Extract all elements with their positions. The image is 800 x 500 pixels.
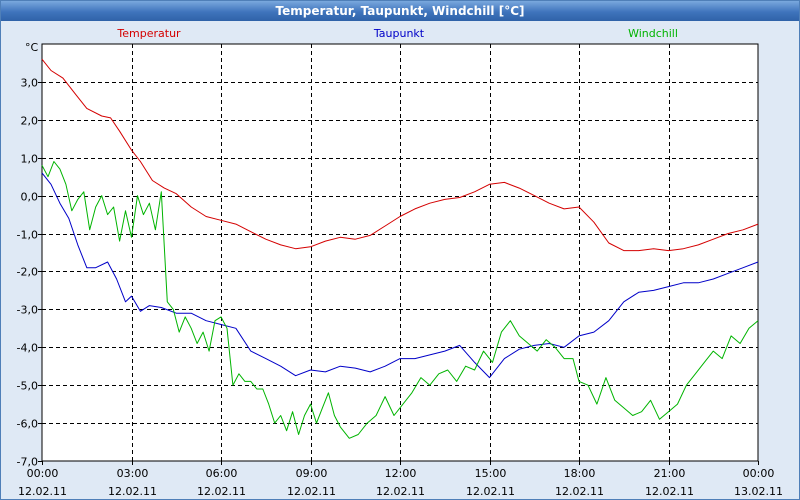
x-tick-date: 13.02.11 <box>734 485 783 498</box>
y-tick-label: 2,0 <box>21 115 39 128</box>
x-tick-date: 12.02.11 <box>287 485 336 498</box>
series-lines <box>41 58 759 439</box>
y-tick-label: 0,0 <box>21 191 39 204</box>
legend-windchill: Windchill <box>628 27 678 40</box>
x-tick-date: 12.02.11 <box>645 485 694 498</box>
y-axis-unit: °C <box>25 41 39 54</box>
x-tick-time: 15:00 <box>475 467 507 480</box>
x-tick-date: 12.02.11 <box>555 485 604 498</box>
x-tick-time: 03:00 <box>117 467 149 480</box>
x-tick-date: 12.02.11 <box>197 485 246 498</box>
x-axis-ticks: 00:00 12.02.11 03:00 12.02.11 06:00 12.02.11 0… <box>18 461 783 498</box>
plot-area <box>41 43 759 462</box>
y-tick-label: -5,0 <box>17 380 38 393</box>
x-tick-date: 12.02.11 <box>376 485 425 498</box>
x-tick-date: 12.02.11 <box>466 485 515 498</box>
x-tick-time: 06:00 <box>206 467 238 480</box>
y-tick-label: -2,0 <box>17 266 38 279</box>
x-tick-time: 21:00 <box>654 467 686 480</box>
x-tick-time: 00:00 <box>27 467 59 480</box>
legend-temperatur: Temperatur <box>116 27 181 40</box>
series-line-windchill <box>41 161 759 439</box>
x-tick-date: 12.02.11 <box>18 485 67 498</box>
y-tick-label: -1,0 <box>17 229 38 242</box>
window-title: Temperatur, Taupunkt, Windchill [°C] <box>1 1 799 21</box>
x-tick-time: 12:00 <box>385 467 417 480</box>
y-tick-label: 3,0 <box>21 77 39 90</box>
y-tick-label: -3,0 <box>17 304 38 317</box>
chart: Temperatur Taupunkt Windchill °C 3,0 2,0 1… <box>17 27 783 498</box>
x-tick-time: 18:00 <box>564 467 596 480</box>
x-tick-time: 09:00 <box>296 467 328 480</box>
legend-taupunkt: Taupunkt <box>373 27 425 40</box>
series-line-temperatur <box>41 58 759 252</box>
x-tick-time: 00:00 <box>743 467 775 480</box>
y-tick-label: 1,0 <box>21 153 39 166</box>
series-line-taupunkt <box>41 172 759 379</box>
y-tick-label: -6,0 <box>17 418 38 431</box>
y-tick-label: -7,0 <box>17 456 38 469</box>
x-tick-date: 12.02.11 <box>108 485 157 498</box>
y-tick-label: -4,0 <box>17 342 38 355</box>
y-axis-ticks: 3,0 2,0 1,0 0,0 -1,0 -2,0 -3,0 -4,0 -5,0 -6,0 -7,0 <box>17 77 42 469</box>
legend: Temperatur Taupunkt Windchill <box>116 27 678 40</box>
